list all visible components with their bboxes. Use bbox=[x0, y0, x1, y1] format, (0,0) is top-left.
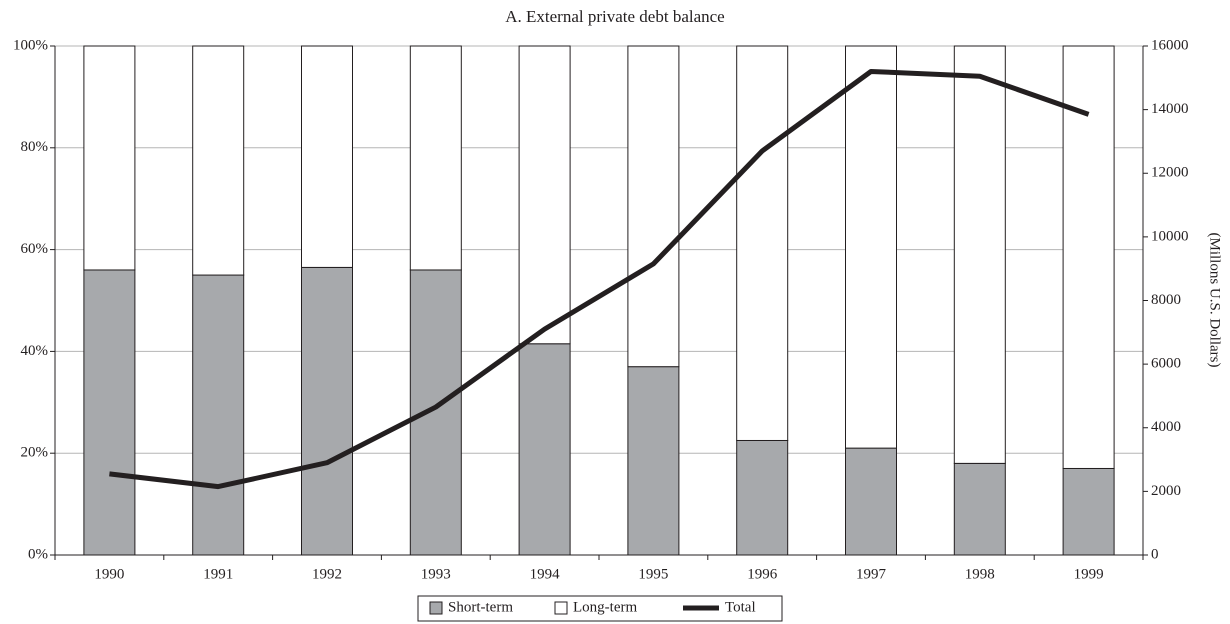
y2-tick-label: 6000 bbox=[1151, 356, 1181, 372]
bar bbox=[953, 462, 1006, 556]
x-tick-label: 1992 bbox=[312, 566, 342, 582]
y-tick-label: 80% bbox=[21, 139, 49, 155]
bar bbox=[409, 45, 462, 271]
bar bbox=[301, 266, 353, 556]
legend-swatch bbox=[554, 601, 568, 615]
bar bbox=[518, 45, 571, 345]
legend-swatch bbox=[429, 601, 443, 615]
bar bbox=[83, 269, 136, 556]
bar bbox=[736, 45, 789, 441]
y2-tick-label: 8000 bbox=[1151, 292, 1181, 308]
bar bbox=[192, 274, 245, 556]
bar bbox=[953, 45, 1006, 464]
x-tick-label: 1993 bbox=[421, 566, 451, 582]
y2-tick-label: 16000 bbox=[1151, 37, 1189, 53]
bar bbox=[83, 45, 136, 271]
y2-tick-label: 4000 bbox=[1151, 419, 1181, 435]
bar bbox=[192, 45, 245, 276]
y2-tick-label: 2000 bbox=[1151, 483, 1181, 499]
bar bbox=[627, 366, 680, 556]
y2-tick-label: 0 bbox=[1151, 546, 1159, 562]
bar bbox=[1062, 45, 1115, 469]
bar bbox=[627, 45, 680, 368]
y-tick-label: 60% bbox=[21, 241, 49, 257]
y-tick-label: 0% bbox=[28, 546, 48, 562]
x-tick-label: 1996 bbox=[747, 566, 778, 582]
x-tick-label: 1998 bbox=[965, 566, 995, 582]
y-tick-label: 40% bbox=[21, 343, 49, 359]
y2-tick-label: 14000 bbox=[1151, 101, 1189, 117]
x-tick-label: 1997 bbox=[856, 566, 887, 582]
legend-label: Long-term bbox=[573, 599, 637, 615]
y2-axis-label: (Millons U.S. Dollars) bbox=[1207, 233, 1223, 368]
total-line bbox=[109, 68, 1090, 490]
x-tick-label: 1995 bbox=[638, 566, 668, 582]
x-tick-label: 1991 bbox=[203, 566, 233, 582]
x-tick-label: 1999 bbox=[1074, 566, 1104, 582]
x-tick-label: 1994 bbox=[530, 566, 561, 582]
x-tick-label: 1990 bbox=[94, 566, 124, 582]
legend-label: Total bbox=[725, 599, 756, 615]
bar bbox=[518, 343, 571, 556]
bar bbox=[409, 269, 462, 556]
chart-title: A. External private debt balance bbox=[505, 7, 724, 26]
y2-tick-label: 12000 bbox=[1151, 165, 1189, 181]
bar bbox=[845, 45, 897, 449]
y-tick-label: 100% bbox=[13, 37, 48, 53]
y-tick-label: 20% bbox=[21, 445, 49, 461]
bar bbox=[845, 447, 897, 556]
bar bbox=[1062, 467, 1115, 556]
legend-label: Short-term bbox=[448, 599, 513, 615]
legend-box bbox=[417, 595, 783, 622]
bar bbox=[736, 439, 789, 556]
y2-tick-label: 10000 bbox=[1151, 228, 1189, 244]
bar bbox=[301, 45, 353, 268]
